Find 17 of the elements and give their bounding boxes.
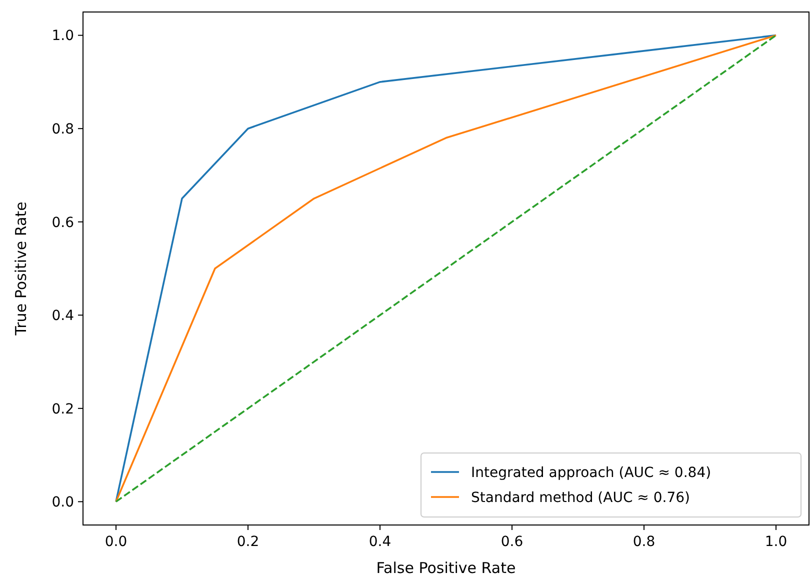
y-axis-title: True Positive Rate — [12, 202, 30, 336]
x-tick-label: 0.4 — [368, 534, 392, 550]
y-tick-label: 1.0 — [52, 28, 74, 44]
x-tick-label: 0.2 — [236, 534, 260, 550]
x-tick-label: 0.0 — [104, 534, 128, 550]
y-tick-label: 0.0 — [52, 494, 74, 511]
y-tick-label: 0.2 — [52, 401, 74, 418]
x-tick-label: 0.8 — [632, 534, 656, 550]
y-tick-label: 0.6 — [52, 214, 74, 231]
x-axis-title: False Positive Rate — [376, 559, 516, 577]
y-tick-label: 0.8 — [52, 121, 74, 138]
x-tick-label: 1.0 — [764, 534, 788, 550]
legend-label: Integrated approach (AUC ≈ 0.84) — [471, 464, 712, 481]
legend-label: Standard method (AUC ≈ 0.76) — [471, 490, 690, 506]
x-tick-label: 0.6 — [500, 534, 524, 550]
y-tick-label: 0.4 — [52, 308, 74, 324]
line-series — [115, 34, 777, 503]
